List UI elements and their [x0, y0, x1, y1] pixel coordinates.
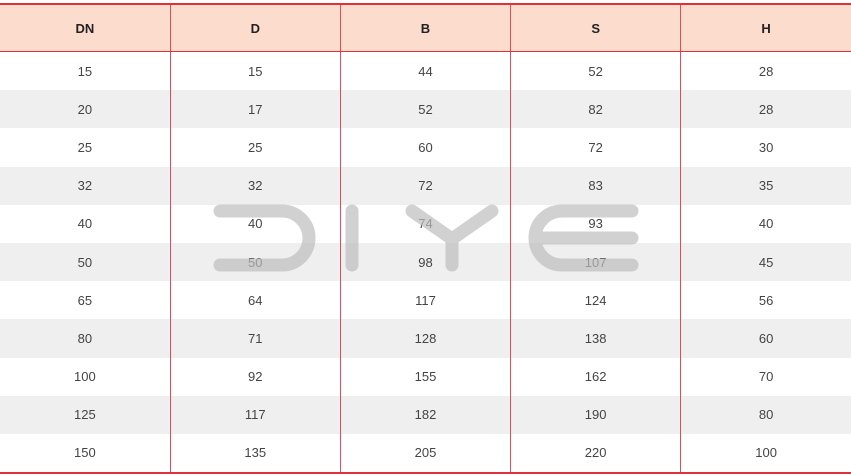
cell-h: 60: [680, 319, 851, 358]
cell-dn: 25: [77, 139, 93, 155]
cell-dn: 15: [77, 63, 93, 79]
cell-dn: 150: [0, 433, 171, 475]
cell-s: 52: [510, 51, 681, 91]
table-row: 100 92 155 162 70: [0, 357, 851, 396]
cell-h: 35: [680, 166, 851, 205]
cell-s: 220: [510, 433, 681, 475]
cell-s: 138: [510, 319, 681, 358]
cell-dn: 20: [0, 90, 171, 129]
cell-d: 15: [169, 51, 341, 91]
cell-h: 70: [680, 357, 851, 396]
cell-b: 44: [339, 51, 511, 91]
cell-dn: 32: [0, 166, 171, 205]
cell-b: 128: [339, 319, 511, 358]
cell-b: 155: [339, 357, 511, 396]
cell-h: 30: [680, 128, 851, 167]
cell-h: 80: [680, 395, 851, 434]
cell-dn: 50: [0, 242, 171, 282]
column-header-b: B: [339, 3, 511, 52]
cell-b: 205: [339, 433, 511, 475]
cell-h: 28: [680, 90, 851, 129]
cell-d: 92: [169, 357, 341, 396]
column-header-h: H: [680, 3, 851, 52]
column-header-s: S: [510, 3, 681, 52]
table-row: 40 40 74 93 40: [0, 204, 851, 243]
table-row: 20 17 52 82 28: [0, 90, 851, 129]
cell-s: 82: [510, 90, 681, 129]
cell-d: 50: [169, 242, 341, 282]
cell-b: 117: [339, 281, 511, 320]
table-row: 80 71 128 138 60: [0, 319, 851, 358]
cell-s: 190: [510, 395, 681, 434]
cell-s: 124: [510, 281, 681, 320]
cell-dn: 80: [0, 319, 171, 358]
cell-dn: 100: [73, 369, 96, 385]
cell-b: 74: [339, 204, 511, 243]
cell-d: 25: [169, 128, 341, 167]
cell-b: 98: [339, 242, 511, 282]
cell-d: 135: [169, 433, 341, 475]
table-row: 25 25 60 72 30: [0, 128, 851, 167]
table-row: 65 64 117 124 56: [0, 281, 851, 320]
cell-d: 17: [169, 90, 341, 129]
table-row: 15 15 44 52 28: [0, 51, 851, 91]
cell-d: 64: [169, 281, 341, 320]
cell-dn: 65: [77, 292, 93, 308]
cell-dn: 125: [0, 395, 171, 434]
table-row: 125 117 182 190 80: [0, 395, 851, 434]
column-header-dn: DN: [0, 3, 171, 52]
cell-b: 72: [339, 166, 511, 205]
table-row: 32 32 72 83 35: [0, 166, 851, 205]
table-row: 150 135 205 220 100: [0, 433, 851, 475]
cell-s: 107: [510, 242, 681, 282]
cell-d: 40: [169, 204, 341, 243]
dimensions-table: DN D B S H 15 15 44 52 28 20 17 52 82 28 25 25 60 72 30 32 3…: [0, 3, 851, 475]
cell-s: 83: [510, 166, 681, 205]
cell-h: 40: [680, 204, 851, 243]
cell-h: 56: [680, 281, 851, 320]
cell-h: 45: [680, 242, 851, 282]
column-header-d: D: [169, 3, 341, 52]
header-row: DN D B S H: [0, 3, 851, 52]
cell-b: 52: [339, 90, 511, 129]
cell-b: 182: [339, 395, 511, 434]
cell-d: 117: [169, 395, 341, 434]
cell-s: 72: [510, 128, 681, 167]
cell-b: 60: [339, 128, 511, 167]
cell-s: 93: [510, 204, 681, 243]
cell-dn: 40: [77, 216, 93, 232]
cell-h: 100: [680, 433, 851, 475]
cell-s: 162: [510, 357, 681, 396]
cell-d: 71: [169, 319, 341, 358]
cell-d: 32: [169, 166, 341, 205]
cell-h: 28: [680, 51, 851, 91]
table-row: 50 50 98 107 45: [0, 242, 851, 282]
